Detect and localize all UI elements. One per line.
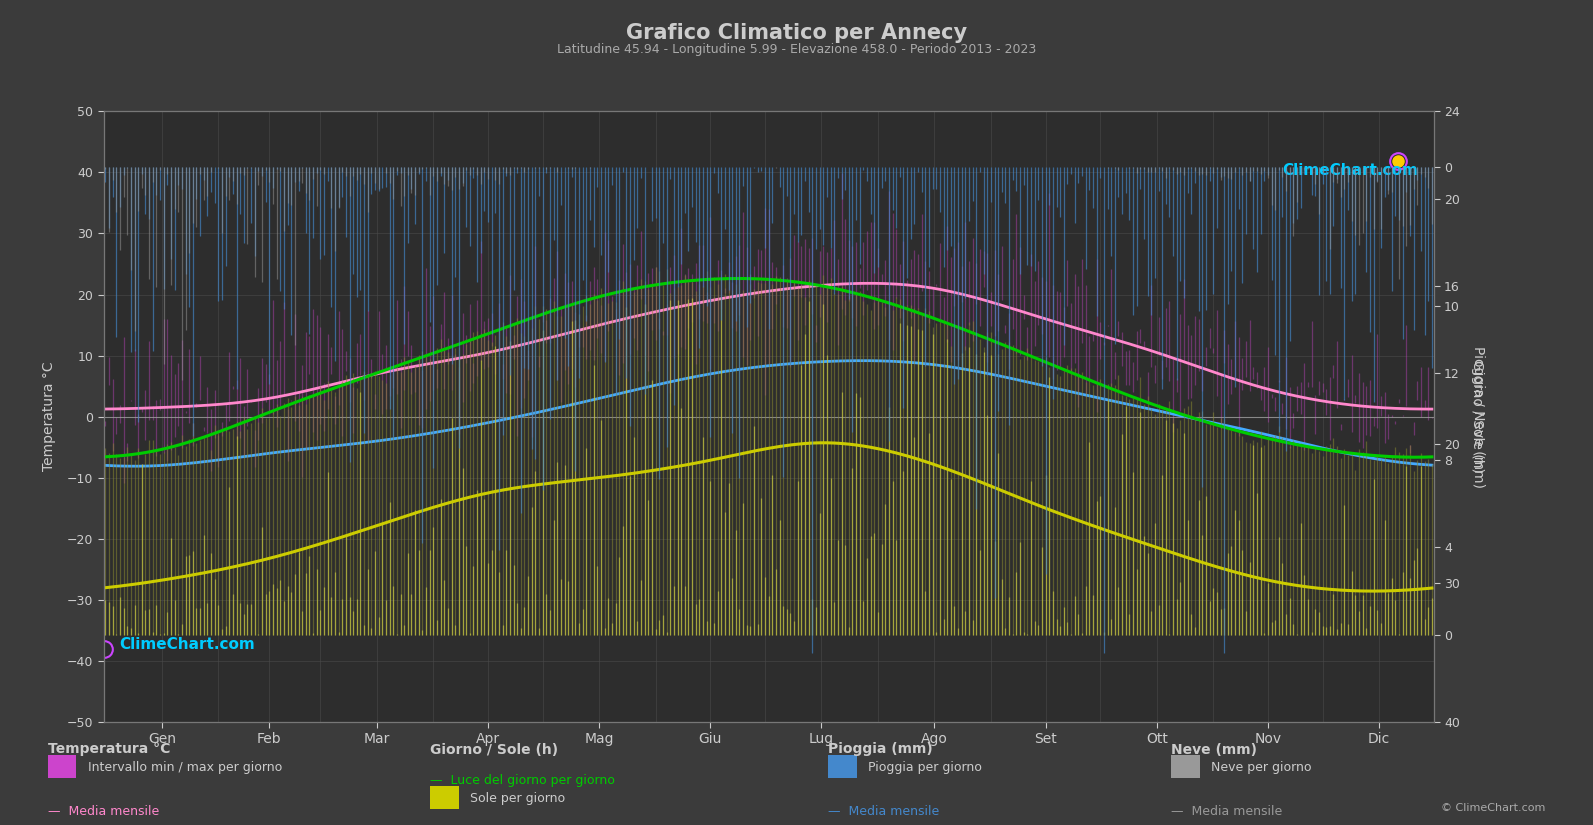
- Y-axis label: Giorno / Sole (h): Giorno / Sole (h): [1470, 361, 1485, 473]
- Text: Pioggia per giorno: Pioggia per giorno: [868, 761, 981, 774]
- Text: © ClimeChart.com: © ClimeChart.com: [1440, 803, 1545, 813]
- Text: —  Luce del giorno per giorno: — Luce del giorno per giorno: [430, 774, 615, 787]
- Text: —  Media mensile: — Media mensile: [48, 805, 159, 818]
- Text: Intervallo min / max per giorno: Intervallo min / max per giorno: [88, 761, 282, 774]
- Text: —  Media mensile: — Media mensile: [828, 805, 940, 818]
- Y-axis label: Pioggia / Neve (mm): Pioggia / Neve (mm): [1470, 346, 1485, 488]
- Text: Grafico Climatico per Annecy: Grafico Climatico per Annecy: [626, 23, 967, 43]
- Text: Temperatura °C: Temperatura °C: [48, 742, 170, 757]
- Text: ClimeChart.com: ClimeChart.com: [119, 637, 255, 652]
- Text: Sole per giorno: Sole per giorno: [470, 792, 566, 805]
- Text: Neve per giorno: Neve per giorno: [1211, 761, 1311, 774]
- Y-axis label: Temperatura °C: Temperatura °C: [41, 362, 56, 471]
- Text: Neve (mm): Neve (mm): [1171, 742, 1257, 757]
- Text: ClimeChart.com: ClimeChart.com: [1282, 163, 1418, 178]
- Text: Pioggia (mm): Pioggia (mm): [828, 742, 933, 757]
- Text: Giorno / Sole (h): Giorno / Sole (h): [430, 742, 558, 757]
- Text: —  Media mensile: — Media mensile: [1171, 805, 1282, 818]
- Text: Latitudine 45.94 - Longitudine 5.99 - Elevazione 458.0 - Periodo 2013 - 2023: Latitudine 45.94 - Longitudine 5.99 - El…: [558, 43, 1035, 56]
